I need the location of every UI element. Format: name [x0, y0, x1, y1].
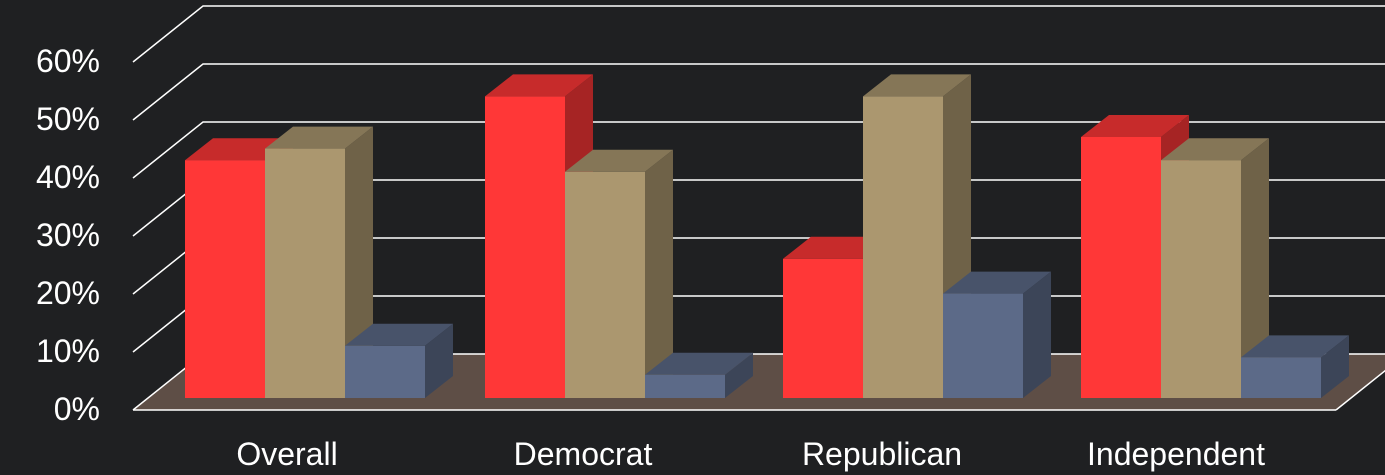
- floor-right-edge: [1335, 369, 1385, 411]
- bar-front: [1161, 160, 1241, 398]
- bar-front: [645, 374, 725, 398]
- bar-side: [725, 352, 753, 398]
- bar-front: [1241, 357, 1321, 398]
- bar-side: [1023, 271, 1051, 398]
- category-labels: Overall Democrat Republican Independent: [236, 436, 1265, 472]
- y-tick-label: 30%: [36, 217, 100, 253]
- bar-republican-2: [943, 271, 1051, 398]
- category-label: Independent: [1087, 436, 1265, 472]
- bar-top: [345, 323, 453, 346]
- bar-top: [1161, 138, 1269, 161]
- bar-front: [265, 148, 345, 398]
- category-label: Republican: [802, 436, 962, 472]
- y-tick-label: 50%: [36, 101, 100, 137]
- gridline: [132, 121, 1385, 179]
- bar-side: [1241, 138, 1269, 398]
- bar-front: [863, 96, 943, 399]
- bar-side: [645, 149, 673, 398]
- bar-top: [863, 74, 971, 97]
- bar-top: [265, 126, 373, 149]
- bar-front: [345, 345, 425, 398]
- category-label: Overall: [236, 436, 337, 472]
- bar-democrat-1: [565, 149, 673, 398]
- bar-top: [485, 74, 593, 97]
- bar-overall-2: [345, 323, 453, 398]
- category-label: Democrat: [514, 436, 653, 472]
- bar-side: [425, 323, 453, 398]
- y-tick-label: 20%: [36, 275, 100, 311]
- y-tick-label: 10%: [36, 333, 100, 369]
- y-tick-label: 40%: [36, 159, 100, 195]
- bar-side: [1321, 335, 1349, 398]
- bar-democrat-2: [645, 352, 753, 398]
- bar-independent-1: [1161, 138, 1269, 398]
- bar-front: [485, 96, 565, 399]
- bar-front: [943, 293, 1023, 398]
- bar-top: [1081, 115, 1189, 137]
- bars: [185, 74, 1349, 399]
- bar-top: [645, 352, 753, 375]
- bar-top: [1241, 335, 1349, 358]
- bar-front: [185, 160, 265, 398]
- gridline: [132, 5, 1385, 63]
- y-tick-label: 60%: [36, 43, 100, 79]
- bar-independent-2: [1241, 335, 1349, 398]
- gridline: [132, 63, 1385, 121]
- bar-front: [565, 171, 645, 398]
- bar-front: [1081, 137, 1161, 398]
- bar-front: [783, 258, 863, 398]
- y-axis-tick-labels: 0% 10% 20% 30% 40% 50% 60%: [36, 43, 100, 427]
- bar-overall-1: [265, 126, 373, 398]
- y-tick-label: 0%: [54, 391, 100, 427]
- bar-top: [943, 271, 1051, 294]
- bar-top: [565, 149, 673, 172]
